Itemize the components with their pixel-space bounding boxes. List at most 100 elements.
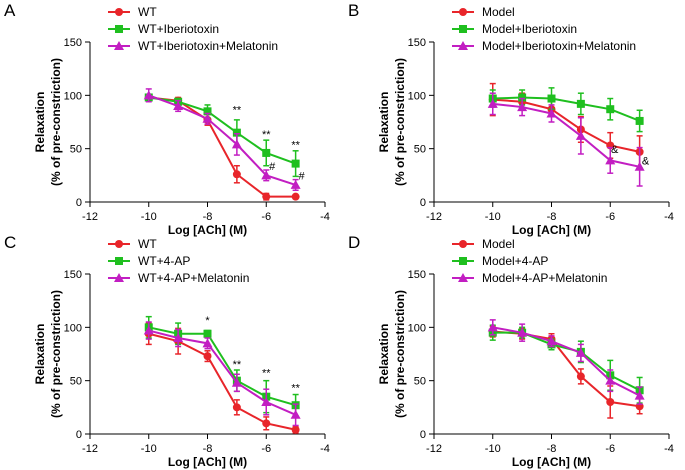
legend-marker [459, 25, 467, 33]
y-axis-title: Relaxation (% of pre-constriction) [33, 58, 63, 186]
series-model-4-ap [488, 324, 644, 404]
y-tick-label: 100 [64, 90, 82, 102]
legend-label: Model+Iberiotoxin [482, 22, 577, 36]
x-tick-label: -10 [485, 443, 501, 455]
series-line [492, 330, 640, 408]
data-point [143, 90, 154, 100]
legend-marker [115, 240, 123, 248]
data-point [203, 107, 212, 116]
y-tick-label: 0 [420, 429, 426, 441]
x-tick-label: -10 [485, 211, 501, 223]
panel-D: D 0 50 100 150 -12 -10 -8 -6 -4 Log [ACh] (M) Relax… [348, 233, 674, 469]
legend-marker [459, 240, 467, 248]
x-axis-title: Log [ACh] (M) [512, 223, 591, 237]
y-tick-label: 0 [420, 197, 426, 209]
x-tick-label: -12 [426, 211, 442, 223]
data-point [634, 390, 645, 400]
data-point [487, 98, 498, 108]
legend-label: WT+Iberiotoxin [138, 22, 219, 36]
series-wt-4-ap [144, 315, 300, 417]
series-line [148, 96, 296, 165]
y-axis-title: Relaxation (% of pre-constriction) [377, 290, 407, 418]
x-tick-label: -4 [320, 211, 330, 223]
legend-label: Model+4-AP+Melatonin [482, 271, 607, 285]
legend-marker [458, 273, 468, 282]
y-tick-label: 50 [414, 144, 426, 156]
data-point [518, 93, 527, 102]
series-line [148, 96, 296, 198]
x-tick-label: -6 [605, 443, 615, 455]
y-tick-label: 0 [76, 429, 82, 441]
legend-marker [115, 25, 123, 33]
data-point [291, 192, 300, 201]
significance-annotation: * [205, 315, 210, 327]
y-tick-label: 0 [76, 197, 82, 209]
data-point [203, 329, 212, 338]
data-point [231, 139, 242, 149]
data-point [202, 338, 213, 348]
data-point [202, 113, 213, 123]
x-tick-label: -4 [664, 443, 674, 455]
y-axis-title-line1: Relaxation [377, 324, 391, 385]
legend-label: WT [138, 5, 157, 19]
y-tick-label: 100 [64, 322, 82, 334]
legend-marker [459, 257, 467, 265]
x-tick-label: -6 [605, 211, 615, 223]
data-point [546, 336, 557, 346]
legend-marker [115, 257, 123, 265]
series-line [492, 98, 640, 153]
x-tick-label: -6 [261, 211, 271, 223]
y-tick-label: 50 [414, 376, 426, 388]
panel-C: C 0 50 100 150 -12 -10 -8 -6 -4 Log [ACh] (M) Relax… [4, 233, 330, 469]
data-point [290, 179, 301, 189]
legend-label: Model+Iberiotoxin+Melatonin [482, 39, 636, 53]
data-point [606, 105, 615, 114]
y-axis-title-line2: (% of pre-constriction) [49, 290, 63, 418]
legend-marker [114, 41, 124, 50]
panel-letter-D: D [348, 233, 360, 252]
x-axis-title: Log [ACh] (M) [512, 455, 591, 469]
x-tick-label: -8 [203, 443, 213, 455]
data-point [606, 398, 615, 406]
y-tick-label: 100 [408, 90, 426, 102]
y-tick-label: 150 [408, 37, 426, 49]
panel-letter-B: B [348, 1, 359, 20]
panel-letter-C: C [4, 233, 16, 252]
significance-annotation: ** [291, 382, 300, 394]
y-tick-label: 150 [64, 269, 82, 281]
x-tick-label: -8 [547, 211, 557, 223]
series-line [148, 94, 296, 186]
series-model-4-ap-melatonin [487, 319, 645, 405]
data-point [546, 108, 557, 118]
series-line [492, 102, 640, 168]
panel-letter-A: A [4, 1, 16, 20]
legend-label: WT+4-AP [138, 254, 190, 268]
data-point [143, 325, 154, 335]
x-tick-label: -12 [82, 443, 98, 455]
legend-marker [458, 41, 468, 50]
x-tick-label: -12 [426, 443, 442, 455]
data-point [262, 192, 271, 201]
data-point [261, 397, 272, 406]
series-wt [144, 322, 300, 434]
x-tick-label: -8 [203, 211, 213, 223]
legend-label: WT+Iberiotoxin+Melatonin [138, 39, 278, 53]
data-point [634, 161, 645, 171]
significance-annotation: ** [262, 367, 271, 379]
series-line [148, 326, 296, 407]
legend-label: Model [482, 5, 515, 19]
x-tick-label: -8 [547, 443, 557, 455]
data-point [291, 159, 300, 168]
data-point [173, 101, 184, 110]
x-axis-title: Log [ACh] (M) [168, 455, 247, 469]
legend-label: Model+4-AP [482, 254, 548, 268]
y-axis-title-line2: (% of pre-constriction) [49, 58, 63, 186]
data-point [575, 347, 586, 357]
y-tick-label: 150 [64, 37, 82, 49]
data-point [173, 333, 184, 342]
legend-label: Model [482, 237, 515, 251]
data-point [262, 148, 271, 157]
significance-annotation: ** [262, 129, 271, 141]
y-axis-title: Relaxation (% of pre-constriction) [377, 58, 407, 186]
y-tick-label: 50 [70, 144, 82, 156]
